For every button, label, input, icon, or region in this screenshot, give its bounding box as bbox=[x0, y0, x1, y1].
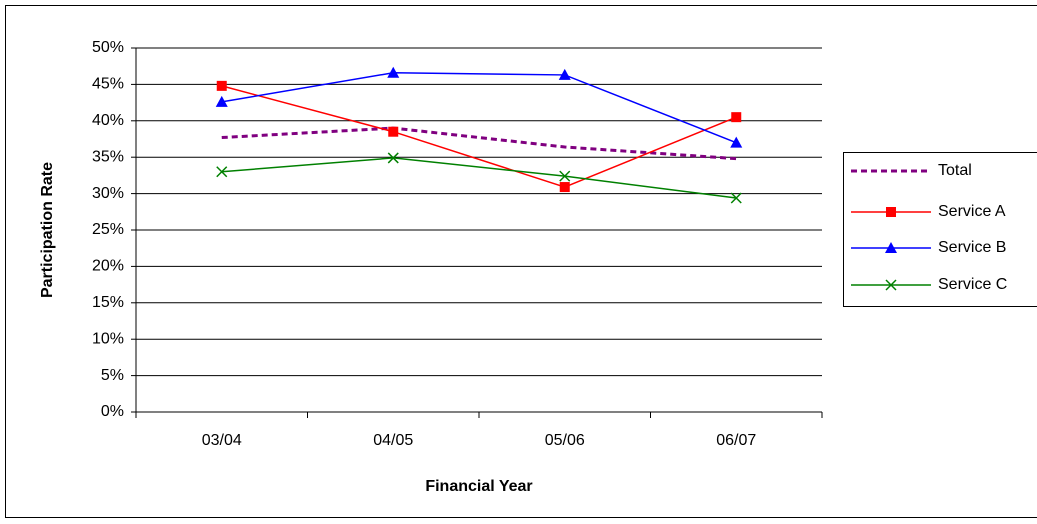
y-axis-title: Participation Rate bbox=[39, 162, 56, 298]
y-tick-label: 15% bbox=[92, 294, 124, 311]
y-tick-label: 40% bbox=[92, 112, 124, 129]
y-tick-label: 45% bbox=[92, 76, 124, 93]
y-tick-label: 30% bbox=[92, 185, 124, 202]
legend-label: Service C bbox=[938, 276, 1007, 293]
series-line bbox=[221, 157, 737, 199]
y-tick-label: 0% bbox=[101, 403, 124, 420]
x-tick-label: 04/05 bbox=[373, 432, 413, 449]
legend-label: Total bbox=[938, 162, 972, 179]
marker bbox=[885, 242, 897, 253]
legend-label: Service B bbox=[938, 239, 1006, 256]
x-tick-label: 06/07 bbox=[716, 432, 756, 449]
legend-label: Service A bbox=[938, 203, 1006, 220]
series-line bbox=[221, 85, 737, 188]
marker bbox=[559, 170, 571, 182]
marker bbox=[885, 279, 897, 291]
marker bbox=[559, 182, 570, 193]
x-tick-label: 03/04 bbox=[202, 432, 242, 449]
marker bbox=[388, 126, 399, 137]
marker bbox=[387, 152, 399, 164]
marker bbox=[731, 112, 742, 123]
y-tick-label: 50% bbox=[92, 39, 124, 56]
legend-box bbox=[843, 152, 1037, 307]
x-tick-label: 05/06 bbox=[545, 432, 585, 449]
marker bbox=[886, 207, 896, 217]
marker bbox=[558, 68, 571, 80]
x-axis-title: Financial Year bbox=[425, 478, 532, 495]
series-line bbox=[221, 72, 737, 144]
marker bbox=[730, 136, 743, 148]
marker bbox=[387, 66, 400, 78]
marker bbox=[216, 166, 228, 178]
marker bbox=[730, 192, 742, 204]
marker bbox=[215, 95, 228, 107]
y-tick-label: 25% bbox=[92, 221, 124, 238]
y-tick-label: 20% bbox=[92, 258, 124, 275]
y-tick-label: 10% bbox=[92, 330, 124, 347]
y-tick-label: 5% bbox=[101, 367, 124, 384]
y-tick-label: 35% bbox=[92, 148, 124, 165]
marker bbox=[216, 80, 227, 91]
